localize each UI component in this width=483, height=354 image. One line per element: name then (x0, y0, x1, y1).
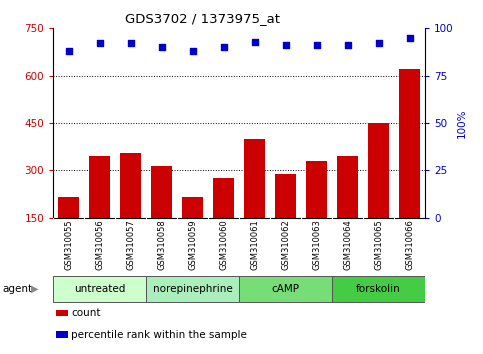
Text: GSM310055: GSM310055 (64, 219, 73, 270)
Text: agent: agent (2, 284, 32, 294)
Text: forskolin: forskolin (356, 284, 401, 294)
Point (406, 35, 413, 41)
Bar (53, 276, 146, 302)
Text: cAMP: cAMP (271, 284, 299, 294)
Bar (58, 197, 80, 265)
Text: count: count (71, 308, 101, 318)
Text: GSM310064: GSM310064 (343, 219, 352, 270)
Text: GSM310062: GSM310062 (281, 219, 290, 270)
Bar (332, 276, 425, 302)
Text: GSM310060: GSM310060 (219, 219, 228, 270)
Bar (275, 173, 297, 265)
Point (96, 41, 103, 46)
Text: GSM310063: GSM310063 (312, 219, 321, 270)
Text: GSM310059: GSM310059 (188, 219, 197, 270)
Bar (244, 139, 266, 265)
Text: GDS3702 / 1373975_at: GDS3702 / 1373975_at (126, 12, 280, 25)
Text: percentile rank within the sample: percentile rank within the sample (71, 330, 247, 339)
Text: GSM310056: GSM310056 (95, 219, 104, 270)
Bar (239, 276, 332, 302)
Text: norepinephrine: norepinephrine (153, 284, 232, 294)
Point (127, 41, 134, 46)
Bar (146, 276, 239, 302)
Point (344, 42, 352, 48)
Text: GSM310057: GSM310057 (126, 219, 135, 270)
Text: GSM310058: GSM310058 (157, 219, 166, 270)
Point (313, 42, 320, 48)
Point (220, 45, 227, 50)
Point (251, 39, 258, 44)
Y-axis label: 100%: 100% (456, 108, 467, 138)
Point (282, 42, 289, 48)
Point (189, 48, 197, 54)
Bar (120, 153, 142, 265)
Bar (89, 156, 111, 265)
Point (375, 41, 383, 46)
Bar (213, 178, 234, 265)
Text: GSM310065: GSM310065 (374, 219, 383, 270)
Text: GSM310066: GSM310066 (405, 219, 414, 270)
Bar (182, 197, 203, 265)
Bar (151, 166, 172, 265)
Bar (337, 156, 358, 265)
Text: ▶: ▶ (31, 284, 39, 294)
Bar (306, 161, 327, 265)
Bar (398, 69, 420, 265)
Text: untreated: untreated (74, 284, 125, 294)
Text: GSM310061: GSM310061 (250, 219, 259, 270)
Point (158, 45, 166, 50)
Point (65, 48, 72, 54)
Bar (368, 123, 389, 265)
